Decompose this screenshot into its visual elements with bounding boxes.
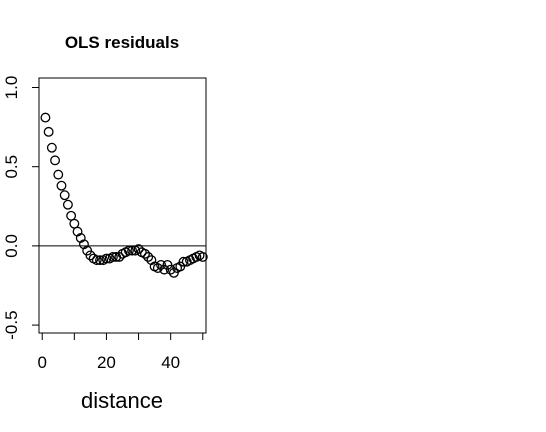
chart-title: OLS residuals [65,33,179,52]
data-points [41,113,207,277]
y-tick-label: -0.5 [2,310,21,339]
residual-point [60,191,69,200]
residual-point [57,181,66,190]
residual-point [48,143,57,152]
y-axis: -0.5 0.0 0.5 1.0 [2,76,39,340]
y-tick-label: 0.5 [2,155,21,179]
x-axis: 0 20 40 [37,333,202,372]
x-tick-label: 20 [97,353,116,372]
residual-point [51,156,60,165]
x-tick-label: 40 [161,353,180,372]
residual-point [44,128,53,137]
x-tick-label: 0 [37,353,46,372]
y-tick-label: 1.0 [2,76,21,100]
residual-point [54,170,63,179]
x-axis-label: distance [81,388,163,413]
residual-point [64,200,73,209]
y-tick-label: 0.0 [2,234,21,258]
residual-point [41,113,50,122]
